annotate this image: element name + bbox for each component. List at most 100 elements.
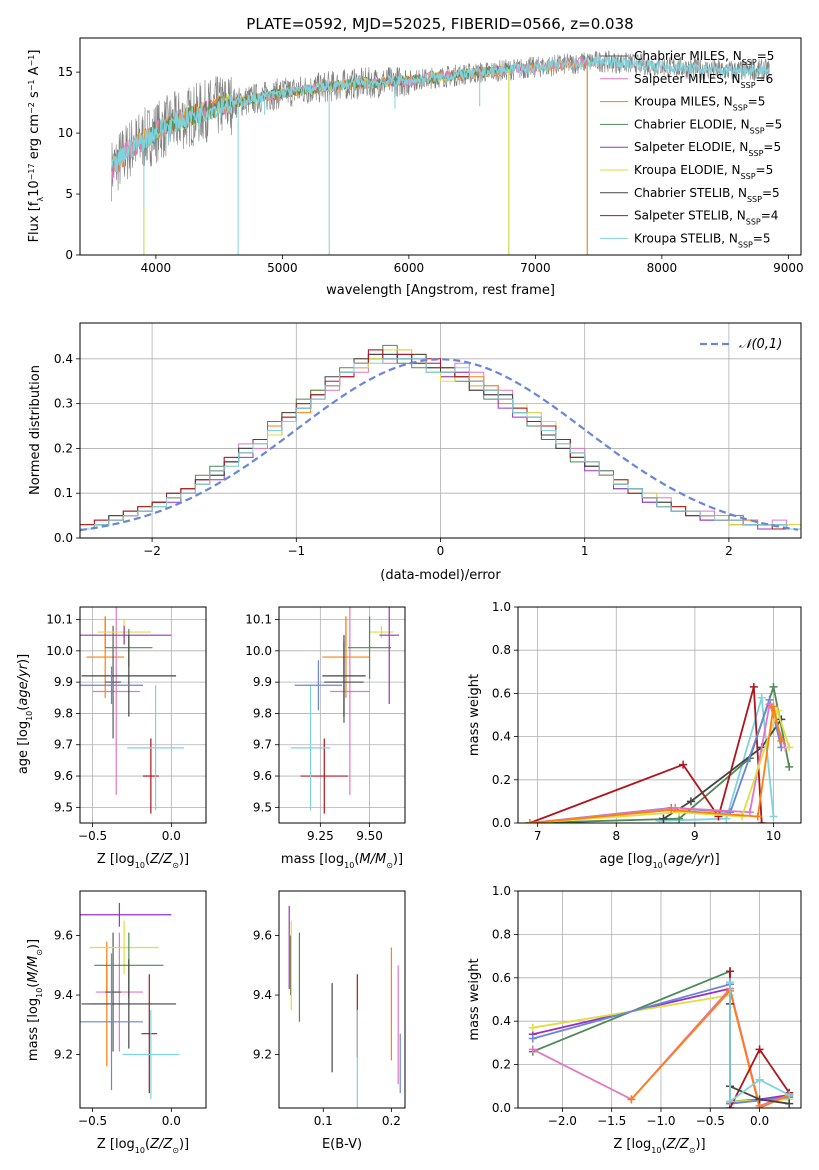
y-tick-label: 0.0 bbox=[54, 531, 73, 545]
figure-title: PLATE=0592, MJD=52025, FIBERID=0566, z=0… bbox=[246, 15, 633, 33]
x-tick-label: 8000 bbox=[647, 261, 678, 275]
x-tick-label: −2.0 bbox=[548, 1114, 577, 1128]
weight-marker bbox=[777, 736, 786, 745]
y-axis-label: mass weight bbox=[467, 674, 482, 756]
y-tick-label: 5 bbox=[65, 187, 73, 201]
y-tick-label: 0.6 bbox=[492, 686, 511, 700]
x-tick-label: 8 bbox=[612, 829, 620, 843]
axes-frame bbox=[79, 37, 802, 256]
panel-7: −2.0 −1.5 −1.0 −0.5 0.0 0.0 0.2 0.4 0.6 0.8 1.0 Z [… bbox=[467, 884, 802, 1155]
weight-marker bbox=[726, 967, 735, 976]
legend-entry: Salpeter MILES, NSSP=6 bbox=[634, 72, 773, 90]
y-tick-label: 15 bbox=[58, 65, 73, 79]
x-tick-label: 5000 bbox=[267, 261, 298, 275]
panel-3: 9.25 9.50 9.5 9.6 9.7 9.8 9.9 10.0 10.1 mass [log… bbox=[245, 606, 406, 870]
plot-area bbox=[111, 50, 770, 255]
y-tick-label: 9.9 bbox=[253, 675, 272, 689]
weight-marker bbox=[785, 743, 794, 752]
y-tick-label: 9.9 bbox=[54, 675, 73, 689]
x-tick-label: 9.25 bbox=[307, 829, 334, 843]
axes-frame bbox=[517, 890, 802, 1109]
plot-area bbox=[518, 891, 801, 1108]
weight-marker bbox=[785, 1090, 794, 1099]
x-tick-label: −0.5 bbox=[78, 1114, 107, 1128]
weight-series bbox=[729, 982, 790, 1104]
weight-marker bbox=[726, 978, 735, 987]
axes-frame bbox=[517, 606, 802, 824]
x-axis-label: Z [log10(Z/Z⊙)] bbox=[613, 1137, 705, 1155]
weight-marker bbox=[659, 814, 668, 823]
y-tick-label: 9.6 bbox=[253, 769, 272, 783]
plot-area bbox=[518, 607, 801, 823]
panel-2: −0.5 0.0 9.5 9.6 9.7 9.8 9.9 10.0 10.1 Z [log10(Z… bbox=[16, 606, 207, 870]
y-tick-label: 9.6 bbox=[54, 929, 73, 943]
normal-curve bbox=[80, 358, 799, 532]
weight-marker bbox=[738, 812, 747, 821]
y-tick-label: 9.7 bbox=[253, 738, 272, 752]
weight-marker bbox=[675, 808, 684, 817]
y-tick-label: 0.0 bbox=[492, 816, 511, 830]
weight-marker bbox=[757, 819, 766, 823]
weight-marker bbox=[769, 682, 778, 691]
weight-marker bbox=[785, 762, 794, 771]
weight-marker bbox=[785, 1099, 794, 1108]
weight-marker bbox=[755, 1104, 764, 1108]
y-tick-label: 9.6 bbox=[253, 929, 272, 943]
plot-area bbox=[279, 607, 405, 823]
axes-frame bbox=[278, 890, 406, 1109]
y-tick-label: 0.8 bbox=[492, 927, 511, 941]
weight-series bbox=[529, 686, 763, 823]
y-tick-label: 10.1 bbox=[46, 613, 73, 627]
plot-area bbox=[80, 902, 180, 1100]
y-tick-label: 0.2 bbox=[492, 773, 511, 787]
weight-marker bbox=[528, 1045, 537, 1054]
y-tick-label: 9.8 bbox=[54, 706, 73, 720]
panel-5: −0.5 0.0 9.2 9.4 9.6 Z [log10(Z/Z⊙)] mass [log… bbox=[26, 890, 207, 1155]
legend-entry: Salpeter ELODIE, NSSP=5 bbox=[634, 140, 781, 158]
y-tick-label: 9.4 bbox=[253, 988, 272, 1002]
x-axis-label: Z [log10(Z/Z⊙)] bbox=[97, 852, 189, 870]
panel-0: 4000 5000 6000 7000 8000 9000 0 5 10 15 wavelength… bbox=[27, 37, 804, 298]
weight-marker bbox=[745, 808, 754, 817]
legend-entry: Chabrier ELODIE, NSSP=5 bbox=[634, 117, 782, 135]
y-tick-label: 10.0 bbox=[46, 644, 73, 658]
observed-spectrum bbox=[111, 50, 770, 202]
weight-marker bbox=[686, 797, 695, 806]
x-tick-label: 10 bbox=[766, 829, 781, 843]
x-tick-label: 4000 bbox=[141, 261, 172, 275]
y-tick-label: 0.1 bbox=[54, 486, 73, 500]
x-axis-label: Z [log10(Z/Z⊙)] bbox=[97, 1137, 189, 1155]
y-tick-label: 9.6 bbox=[54, 769, 73, 783]
weight-marker bbox=[753, 812, 762, 821]
y-tick-label: 9.2 bbox=[54, 1047, 73, 1061]
plot-area bbox=[80, 607, 206, 823]
axes-frame bbox=[278, 606, 406, 824]
weight-marker bbox=[667, 806, 676, 815]
y-axis-label: mass [log10(M/M⊙)] bbox=[26, 939, 44, 1061]
y-tick-label: 9.7 bbox=[54, 738, 73, 752]
legend-entry: Chabrier MILES, NSSP=5 bbox=[634, 49, 774, 67]
legend-entry: Chabrier STELIB, NSSP=5 bbox=[634, 186, 780, 204]
x-tick-label: −0.5 bbox=[78, 829, 107, 843]
x-axis-label: mass [log10(M/M⊙)] bbox=[281, 852, 403, 870]
y-tick-label: 10.1 bbox=[245, 613, 272, 627]
x-tick-label: 0.1 bbox=[314, 1114, 333, 1128]
weight-marker bbox=[528, 1023, 537, 1032]
y-tick-label: 9.5 bbox=[54, 800, 73, 814]
x-axis-label: age [log10(age/yr)] bbox=[599, 852, 719, 870]
y-tick-label: 9.4 bbox=[54, 988, 73, 1002]
x-tick-label: −1 bbox=[287, 544, 305, 558]
y-tick-label: 0.0 bbox=[492, 1101, 511, 1115]
y-tick-label: 0.4 bbox=[492, 1014, 511, 1028]
x-tick-label: 9.50 bbox=[356, 829, 383, 843]
weight-series bbox=[659, 697, 775, 822]
histogram-series bbox=[80, 358, 801, 530]
y-axis-label: Normed distribution bbox=[28, 365, 43, 495]
axes-frame bbox=[79, 606, 207, 824]
x-tick-label: 1 bbox=[581, 544, 589, 558]
x-tick-label: 2 bbox=[725, 544, 733, 558]
y-tick-label: 1.0 bbox=[492, 884, 511, 898]
y-tick-label: 0.6 bbox=[492, 971, 511, 985]
weight-marker bbox=[769, 702, 778, 711]
